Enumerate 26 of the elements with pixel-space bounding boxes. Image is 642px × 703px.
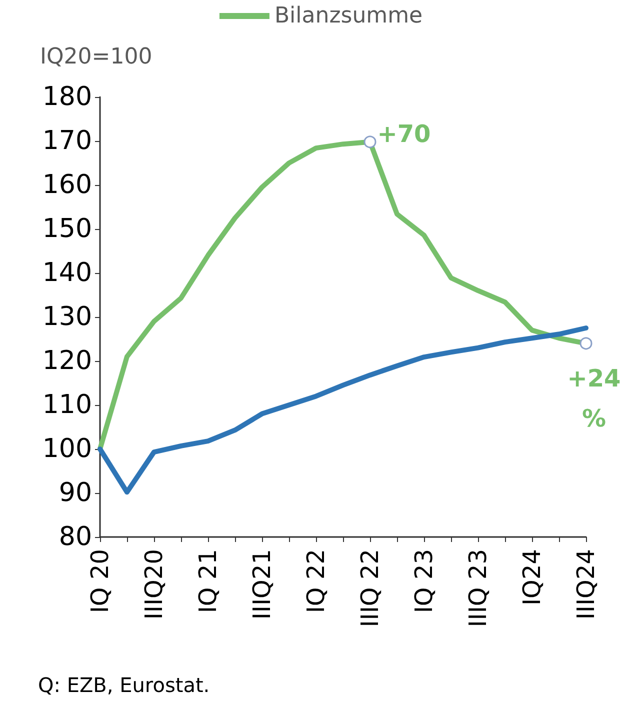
y-tick-label: 90 (58, 478, 92, 508)
x-tick-label: IIIQ21 (248, 549, 276, 620)
x-tick-label: IIIQ 23 (464, 549, 492, 628)
y-tick-label: 150 (42, 214, 92, 244)
y-tick-label: 110 (42, 390, 92, 420)
legend-label: Bilanzsumme (274, 4, 423, 28)
x-tick-label: IIIQ 22 (356, 549, 384, 628)
y-tick-label: 140 (42, 258, 92, 288)
text: Q: EZB, Eurostat. (38, 673, 210, 697)
y-tick-label: 80 (58, 522, 92, 552)
y-tick-label: 120 (42, 346, 92, 376)
x-tick-label: IIIQ24 (572, 549, 600, 620)
y-tick-label: 180 (42, 82, 92, 112)
y-tick-label: 100 (42, 434, 92, 464)
x-tick-label: IQ24 (518, 549, 546, 606)
x-tick-label: IQ 22 (302, 549, 330, 614)
y-tick-label: 160 (42, 170, 92, 200)
x-tick-label: IQ 20 (86, 549, 114, 614)
annotation: +70 (377, 120, 431, 148)
x-tick-label: IQ 23 (410, 549, 438, 614)
y-tick-label: 170 (42, 126, 92, 156)
x-tick-label: IQ 21 (194, 549, 222, 614)
y-axis-title: IQ20=100 (40, 44, 152, 70)
annotation: +24 % (567, 364, 621, 433)
y-tick-label: 130 (42, 302, 92, 332)
x-tick-label: IIIQ20 (140, 549, 168, 620)
